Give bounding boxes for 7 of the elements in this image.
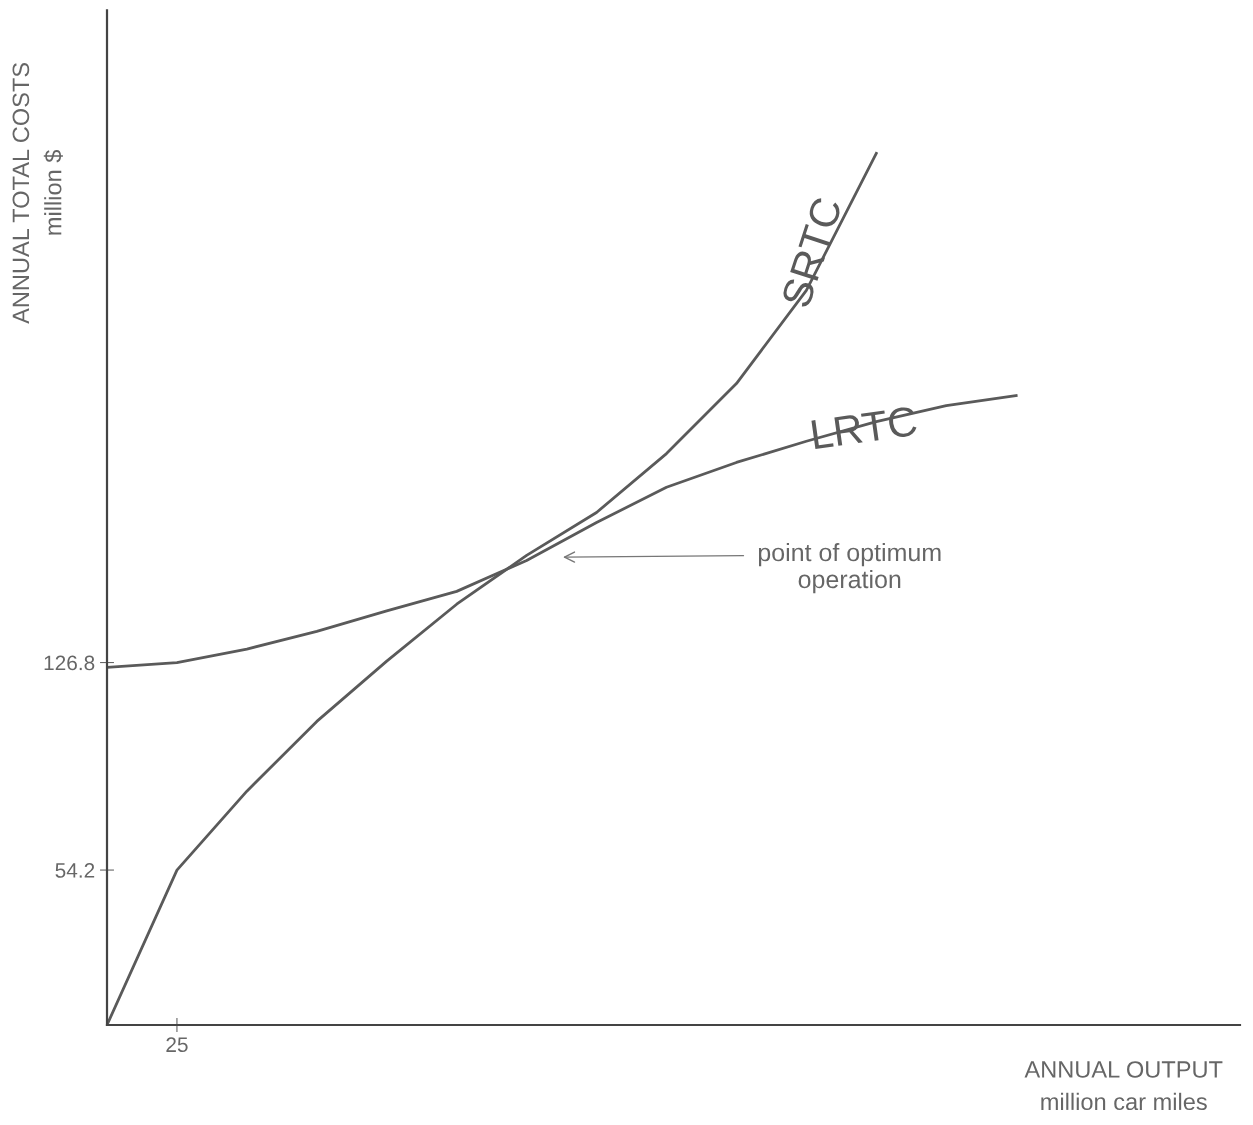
x-axis-title: ANNUAL OUTPUT million car miles (1024, 1061, 1223, 1111)
y-tick-label: 54.2 (55, 863, 95, 878)
y-axis-title: ANNUAL TOTAL COSTS million $ (12, 62, 63, 324)
y-tick-label: 126.8 (44, 655, 95, 671)
annotation: point of optimum operation (758, 542, 941, 594)
x-tick-label: 25 (166, 1037, 188, 1053)
text: SRTC (780, 195, 843, 309)
